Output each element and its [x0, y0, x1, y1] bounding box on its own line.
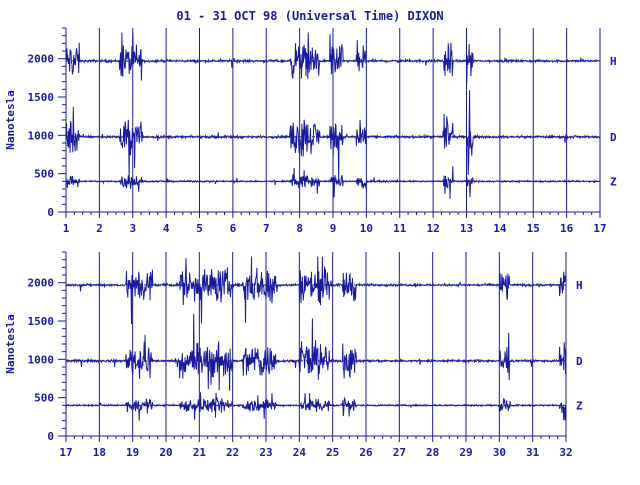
y-tick-label: 500 — [34, 168, 54, 181]
y-tick-label: 1000 — [28, 129, 55, 142]
y-axis-label: Nanotesla — [4, 314, 17, 374]
x-tick-label: 26 — [359, 446, 373, 459]
x-tick-label: 31 — [526, 446, 540, 459]
y-axis-label: Nanotesla — [4, 90, 17, 150]
series-label-d: D — [576, 355, 583, 368]
x-tick-label: 20 — [159, 446, 172, 459]
series-label-d: D — [610, 131, 617, 144]
x-tick-label: 23 — [259, 446, 272, 459]
series-trace-d — [65, 313, 567, 391]
x-tick-label: 29 — [459, 446, 472, 459]
x-tick-label: 11 — [393, 222, 407, 235]
series-label-z: Z — [610, 175, 617, 188]
x-tick-label: 22 — [226, 446, 239, 459]
chart-title: 01 - 31 OCT 98 (Universal Time) DIXON — [176, 9, 443, 23]
y-tick-label: 1000 — [28, 353, 55, 366]
x-tick-label: 10 — [360, 222, 373, 235]
x-tick-label: 4 — [163, 222, 170, 235]
y-tick-label: 500 — [34, 392, 54, 405]
x-tick-label: 2 — [96, 222, 103, 235]
panel-top: 1 2 3 4 5 6 7 8 9 10 11 12 13 14 15 16 17050010001500200… — [4, 27, 617, 235]
y-tick-label: 0 — [47, 206, 54, 219]
series-trace-h — [65, 32, 601, 83]
series-trace-z — [65, 392, 567, 421]
y-tick-label: 1500 — [28, 315, 55, 328]
y-tick-label: 0 — [47, 430, 54, 443]
y-tick-label: 2000 — [28, 53, 55, 66]
x-tick-label: 9 — [330, 222, 337, 235]
series-trace-h — [65, 256, 567, 325]
y-tick-label: 2000 — [28, 277, 55, 290]
x-tick-label: 17 — [593, 222, 606, 235]
series-label-z: Z — [576, 399, 583, 412]
x-tick-label: 15 — [527, 222, 540, 235]
x-tick-label: 27 — [393, 446, 406, 459]
y-tick-label: 1500 — [28, 91, 55, 104]
x-tick-label: 24 — [293, 446, 307, 459]
x-tick-label: 19 — [126, 446, 139, 459]
x-tick-label: 7 — [263, 222, 270, 235]
x-tick-label: 28 — [426, 446, 439, 459]
series-trace-d — [65, 90, 601, 182]
x-tick-label: 18 — [93, 446, 106, 459]
x-tick-label: 30 — [493, 446, 506, 459]
x-tick-label: 17 — [59, 446, 72, 459]
x-tick-label: 8 — [296, 222, 303, 235]
x-tick-label: 1 — [63, 222, 70, 235]
x-tick-label: 21 — [193, 446, 207, 459]
panel-bottom: 17 18 19 20 21 22 23 24 25 26 27 28 29 30 31 32 0 500 1000… — [4, 251, 583, 459]
series-label-h: H — [576, 279, 583, 292]
x-tick-label: 14 — [493, 222, 507, 235]
x-tick-label: 16 — [560, 222, 574, 235]
x-tick-label: 3 — [129, 222, 136, 235]
x-tick-label: 13 — [460, 222, 473, 235]
x-tick-label: 5 — [196, 222, 203, 235]
x-tick-label: 32 — [559, 446, 572, 459]
x-tick-label: 6 — [230, 222, 237, 235]
x-tick-label: 12 — [427, 222, 440, 235]
series-trace-z — [65, 165, 601, 199]
x-tick-label: 25 — [326, 446, 339, 459]
series-label-h: H — [610, 55, 617, 68]
